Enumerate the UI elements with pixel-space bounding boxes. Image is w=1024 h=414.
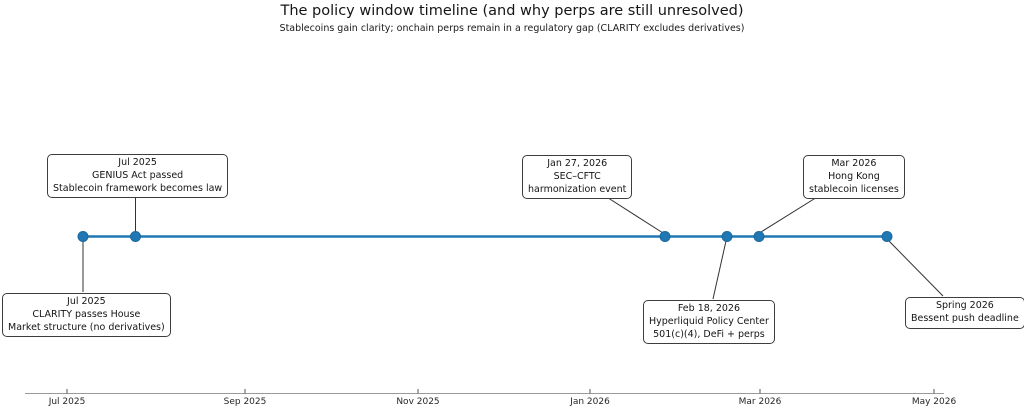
event-date: Mar 2026: [831, 158, 877, 169]
event-headline: CLARITY passes House: [32, 308, 141, 320]
marker-hyperliquid: [721, 231, 733, 242]
event-detail: harmonization event: [528, 183, 627, 195]
marker-clarity-house: [77, 231, 89, 242]
x-tick-label-jul-2025: Jul 2025: [48, 397, 86, 407]
x-tick-label-sep-2025: Sep 2025: [223, 397, 267, 407]
event-detail: Market structure (no derivatives): [8, 321, 165, 333]
event-card-hyperliquid: Feb 18, 2026 Hyperliquid Policy Center 5…: [643, 300, 775, 345]
event-date: Jul 2025: [67, 296, 106, 307]
x-tick-label-jan-2026: Jan 2026: [570, 397, 610, 407]
event-detail: Stablecoin framework becomes law: [53, 182, 223, 194]
event-date: Spring 2026: [935, 300, 994, 311]
x-tick-label-mar-2026: Mar 2026: [738, 397, 782, 407]
marker-hong-kong: [753, 231, 765, 242]
chart-title: The policy window timeline (and why perp…: [280, 3, 744, 19]
connector-hong-kong: [760, 193, 823, 233]
event-card-bessent: Spring 2026 Bessent push deadline: [905, 297, 1024, 329]
event-card-genius-act: Jul 2025 GENIUS Act passed Stablecoin fr…: [47, 154, 229, 199]
event-detail: 501(c)(4), DeFi + perps: [653, 328, 765, 340]
event-card-sec-cftc: Jan 27, 2026 SEC–CFTC harmonization even…: [522, 155, 633, 200]
event-headline: GENIUS Act passed: [92, 169, 184, 181]
event-headline: Bessent push deadline: [911, 312, 1019, 324]
event-headline: Hong Kong: [828, 170, 880, 182]
event-card-hong-kong: Mar 2026 Hong Kong stablecoin licenses: [803, 155, 905, 200]
x-tick-label-nov-2025: Nov 2025: [396, 397, 440, 407]
marker-genius-act: [130, 231, 141, 242]
event-detail: stablecoin licenses: [809, 183, 899, 195]
chart-subtitle: Stablecoins gain clarity; onchain perps …: [279, 23, 745, 34]
event-headline: SEC–CFTC: [553, 170, 601, 182]
marker-sec-cftc: [659, 231, 671, 242]
connector-bessent: [888, 240, 944, 297]
event-date: Jul 2025: [118, 157, 157, 168]
event-headline: Hyperliquid Policy Center: [649, 315, 769, 327]
x-tick-label-may-2026: May 2026: [911, 397, 957, 407]
x-axis-ticks: [66, 389, 935, 394]
event-card-clarity-house: Jul 2025 CLARITY passes House Market str…: [2, 293, 171, 338]
event-date: Jan 27, 2026: [547, 158, 608, 169]
event-markers: [77, 231, 893, 242]
connector-sec-cftc: [601, 193, 664, 234]
event-date: Feb 18, 2026: [677, 303, 741, 314]
marker-bessent: [881, 231, 893, 242]
annotation-connectors: [82, 193, 944, 300]
connector-hyperliquid: [712, 240, 727, 300]
